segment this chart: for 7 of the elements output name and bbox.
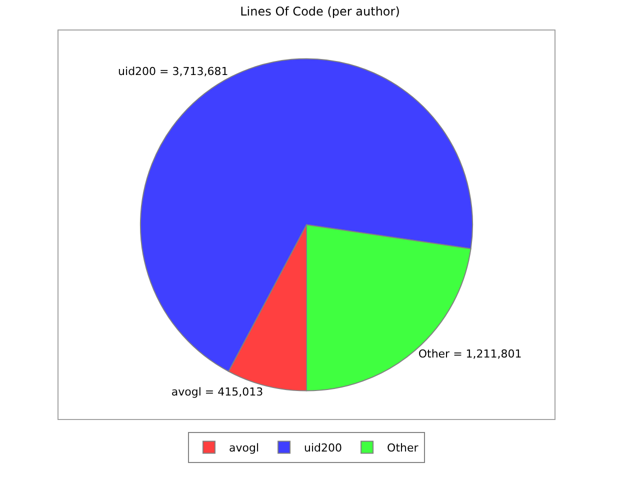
legend-label: uid200	[304, 442, 342, 455]
data-label: Other = 1,211,801	[418, 348, 522, 361]
legend-label: Other	[387, 442, 419, 455]
chart-title: Lines Of Code (per author)	[240, 4, 400, 19]
data-label: avogl = 415,013	[171, 385, 264, 398]
data-label: uid200 = 3,713,681	[118, 64, 228, 78]
legend-label: avogl	[229, 442, 260, 455]
